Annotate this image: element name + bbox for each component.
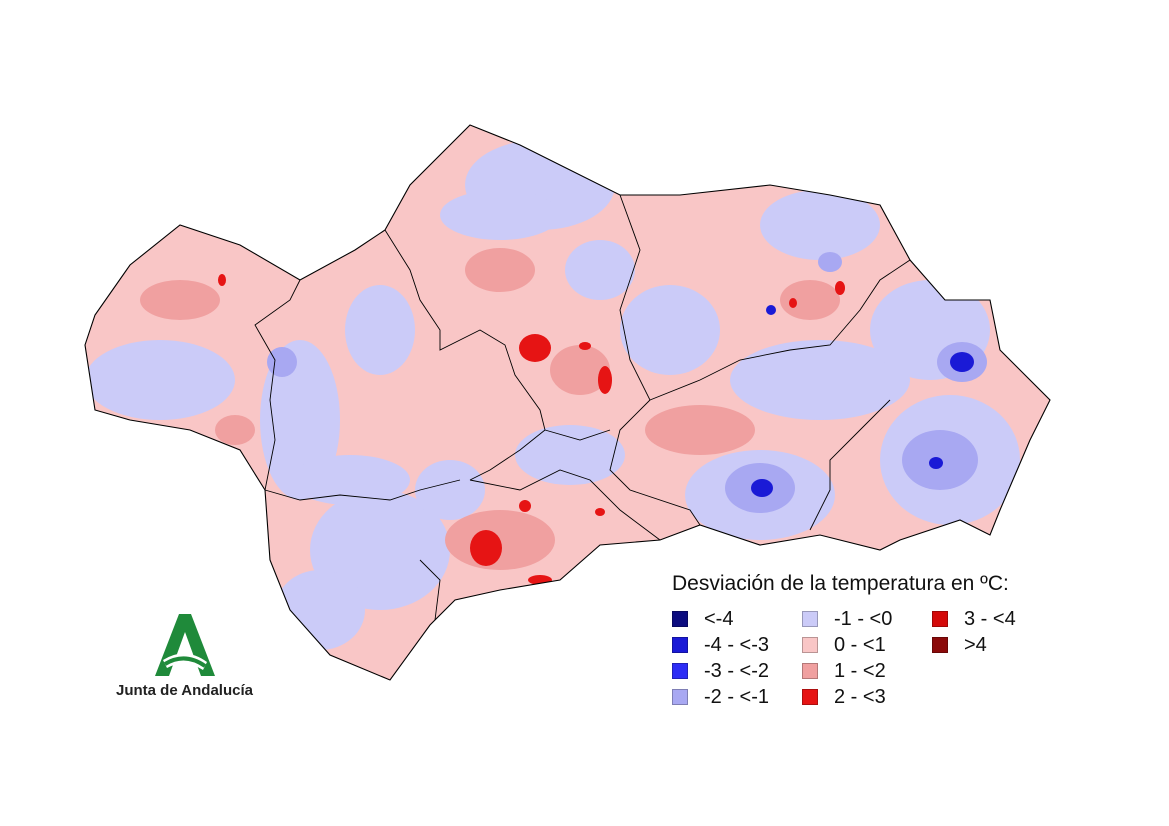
legend-label: -1 - <0 <box>834 607 893 630</box>
legend-label: 0 - <1 <box>834 633 886 656</box>
cool-zone <box>730 340 910 420</box>
legend-swatch <box>932 637 948 653</box>
legend-swatch <box>802 663 818 679</box>
legend-label: -4 - <-3 <box>704 633 770 656</box>
cool-zone <box>275 570 365 650</box>
hot-core <box>835 281 845 295</box>
legend-swatch <box>802 611 818 627</box>
cool-zone <box>440 190 560 240</box>
province-boundary <box>469 469 661 541</box>
province-boundary <box>469 429 546 481</box>
province-boundary <box>264 479 461 501</box>
legend-item: >4 <box>932 632 1042 658</box>
warm-zone <box>465 248 535 292</box>
warm-zone <box>780 280 840 320</box>
province-boundary <box>609 194 701 526</box>
very-cold-core <box>751 479 773 497</box>
legend-item: 1 - <2 <box>802 658 932 684</box>
cool-zone <box>515 425 625 485</box>
very-cold-core <box>929 457 943 469</box>
legend-entries: <-4 -4 - <-3 -3 - <-2 -2 - <-1 -1 - <0 0 - <1… <box>672 606 1042 710</box>
legend-label: 2 - <3 <box>834 685 886 708</box>
cool-zone <box>345 285 415 375</box>
legend-swatch <box>672 637 688 653</box>
province-boundary <box>419 559 441 621</box>
hot-core <box>595 508 605 516</box>
legend-label: 3 - <4 <box>964 607 1016 630</box>
legend-label: -3 - <-2 <box>704 659 770 682</box>
hot-core <box>579 342 591 350</box>
cool-zone <box>620 285 720 375</box>
cold-zone <box>818 252 842 272</box>
legend-item: -1 - <0 <box>802 606 932 632</box>
hot-core <box>519 334 551 362</box>
hot-core <box>218 274 226 286</box>
warm-zone <box>645 405 755 455</box>
province-boundary <box>649 259 911 401</box>
province-boundary <box>384 229 546 431</box>
warm-zone <box>550 345 610 395</box>
legend-item: 0 - <1 <box>802 632 932 658</box>
junta-andalucia-logo-icon <box>154 614 215 676</box>
cool-zone <box>760 190 880 260</box>
legend-swatch <box>672 611 688 627</box>
logo-text: Junta de Andalucía <box>116 682 253 699</box>
warm-zone <box>140 280 220 320</box>
cool-zone <box>290 455 410 505</box>
hot-core <box>519 500 531 512</box>
legend-swatch <box>932 611 948 627</box>
legend-label: <-4 <box>704 607 734 630</box>
cool-zone <box>565 240 635 300</box>
legend-swatch <box>672 663 688 679</box>
warm-zone <box>215 415 255 445</box>
region-outline <box>84 124 1051 681</box>
legend-swatch <box>672 689 688 705</box>
map-legend: Desviación de la temperatura en ºC: <-4 -… <box>672 572 1042 710</box>
legend-item: -3 - <-2 <box>672 658 802 684</box>
legend-label: 1 - <2 <box>834 659 886 682</box>
legend-item: 3 - <4 <box>932 606 1042 632</box>
hot-core <box>470 530 502 566</box>
legend-label: >4 <box>964 633 987 656</box>
province-boundary <box>809 399 891 531</box>
province-boundary <box>544 429 611 441</box>
legend-item: <-4 <box>672 606 802 632</box>
legend-title: Desviación de la temperatura en ºC: <box>672 572 1009 595</box>
legend-swatch <box>802 637 818 653</box>
very-cold-core <box>766 305 776 315</box>
cool-zone <box>415 460 485 520</box>
legend-item: -4 - <-3 <box>672 632 802 658</box>
cold-zone <box>267 347 297 377</box>
hot-core <box>789 298 797 308</box>
province-boundary <box>254 279 301 491</box>
legend-item: -2 - <-1 <box>672 684 802 710</box>
hot-core <box>598 366 612 394</box>
legend-swatch <box>802 689 818 705</box>
legend-label: -2 - <-1 <box>704 685 770 708</box>
very-cold-core <box>950 352 974 372</box>
legend-item: 2 - <3 <box>802 684 932 710</box>
cool-zone <box>85 340 235 420</box>
junta-andalucia-logo: Junta de Andalucía <box>112 612 257 699</box>
